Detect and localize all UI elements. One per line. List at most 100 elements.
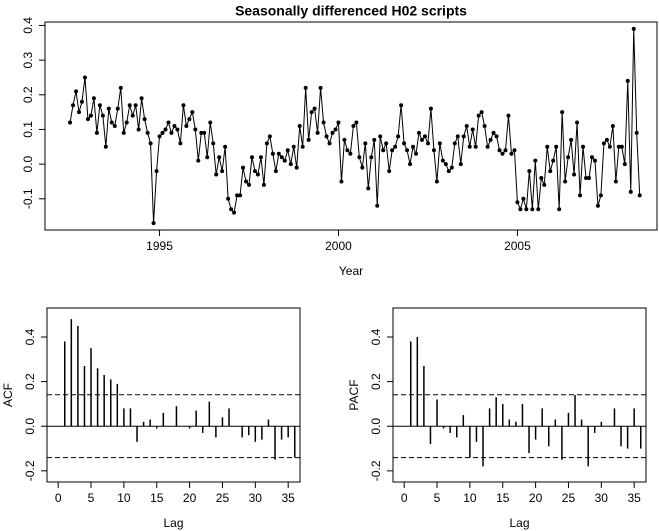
data-point	[74, 89, 79, 94]
x-tick-label: 2000	[325, 239, 352, 253]
x-axis-label: Lag	[509, 516, 529, 530]
data-point	[631, 26, 636, 31]
data-point	[342, 137, 347, 142]
data-point	[282, 158, 287, 163]
data-point	[628, 189, 633, 194]
data-point	[530, 207, 535, 212]
data-point	[512, 148, 517, 153]
data-point	[214, 172, 219, 177]
data-point	[202, 130, 207, 135]
data-point	[273, 169, 278, 174]
data-point	[291, 144, 296, 149]
data-point	[208, 120, 213, 125]
data-point	[103, 144, 108, 149]
data-point	[581, 144, 586, 149]
data-point	[151, 221, 156, 226]
data-point	[390, 148, 395, 153]
x-tick-label: 25	[216, 491, 230, 505]
data-point	[393, 144, 398, 149]
data-point	[569, 137, 574, 142]
data-point	[267, 134, 272, 139]
data-point	[163, 127, 168, 132]
x-tick-label: 10	[463, 491, 477, 505]
data-point	[521, 196, 526, 201]
x-tick-label: 20	[183, 491, 197, 505]
data-point	[258, 155, 263, 160]
y-tick-label: 0.4	[21, 17, 35, 34]
data-point	[497, 148, 502, 153]
data-point	[127, 103, 132, 108]
data-point	[542, 182, 547, 187]
data-point	[261, 182, 266, 187]
x-tick-label: 20	[529, 491, 543, 505]
y-axis-label: ACF	[1, 383, 15, 407]
data-point	[336, 120, 341, 125]
data-point	[422, 134, 427, 139]
x-tick-label: 30	[595, 491, 609, 505]
data-point	[509, 151, 514, 156]
data-point	[458, 162, 463, 167]
data-point	[85, 117, 90, 122]
data-point	[276, 151, 281, 156]
data-point	[411, 144, 416, 149]
data-point	[169, 130, 174, 135]
data-point	[220, 169, 225, 174]
plot-frame	[392, 307, 647, 483]
data-point	[470, 127, 475, 132]
y-tick-label: 0.0	[21, 155, 35, 172]
data-point	[68, 120, 73, 125]
data-point	[482, 124, 487, 128]
data-point	[634, 130, 639, 135]
x-tick-label: 15	[150, 491, 164, 505]
data-point	[148, 141, 153, 146]
data-point	[226, 196, 231, 201]
data-point	[560, 110, 565, 115]
data-point	[300, 144, 305, 149]
y-tick-label: 0.2	[369, 373, 383, 390]
data-point	[330, 130, 335, 135]
data-point	[387, 169, 392, 174]
data-point	[297, 124, 302, 128]
data-point	[589, 155, 594, 160]
data-point	[357, 155, 362, 160]
data-point	[598, 193, 603, 198]
data-point	[139, 96, 144, 101]
data-point	[440, 158, 445, 163]
data-point	[172, 124, 177, 128]
data-point	[142, 117, 147, 122]
data-point	[425, 141, 430, 146]
y-tick-label: -0.2	[369, 460, 383, 481]
data-point	[405, 148, 410, 153]
data-point	[434, 179, 439, 184]
data-point	[249, 155, 254, 160]
x-tick-label: 25	[562, 491, 576, 505]
data-point	[584, 176, 589, 180]
data-point	[285, 148, 290, 153]
data-point	[431, 148, 436, 153]
data-point	[333, 127, 338, 132]
data-point	[402, 141, 407, 146]
data-point	[312, 106, 317, 111]
data-point	[145, 130, 150, 135]
data-point	[112, 124, 117, 128]
x-tick-label: 35	[627, 491, 641, 505]
data-point	[622, 162, 627, 167]
x-tick-label: 5	[88, 491, 95, 505]
x-tick-label: 0	[55, 491, 62, 505]
data-point	[607, 144, 612, 149]
data-point	[178, 141, 183, 146]
data-point	[515, 200, 520, 205]
data-point	[533, 158, 538, 163]
data-point	[408, 162, 413, 167]
x-tick-label: 5	[434, 491, 441, 505]
data-point	[443, 162, 448, 167]
data-point	[79, 99, 84, 104]
data-point	[360, 165, 365, 170]
data-point	[71, 103, 76, 108]
data-point	[109, 120, 114, 125]
data-point	[175, 127, 180, 132]
data-point	[619, 144, 624, 149]
y-tick-label: 0.3	[21, 51, 35, 68]
data-point	[184, 124, 189, 128]
